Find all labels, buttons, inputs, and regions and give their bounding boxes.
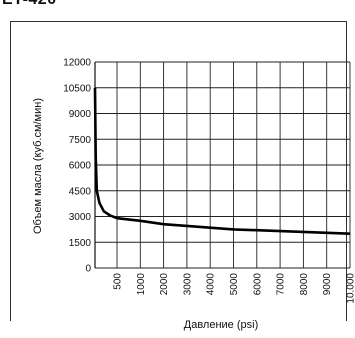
series-line	[93, 87, 351, 235]
x-tick-label: 8000	[299, 273, 310, 296]
x-tick-label: 4000	[206, 273, 217, 296]
x-tick-label: 9000	[322, 273, 333, 296]
x-tick-label: 500	[113, 273, 124, 290]
x-tick-label: 7000	[276, 273, 287, 296]
x-tick-label: 3000	[182, 273, 193, 296]
tick-labels: 0 1500 3000 4500 6000 7500 9000 10500 12000 500 10…	[63, 58, 355, 304]
y-tick-label: 4500	[69, 186, 92, 197]
y-tick-label: 7500	[69, 135, 92, 146]
x-tick-label: 2000	[159, 273, 170, 296]
x-tick-label: 5000	[229, 273, 240, 296]
grid	[94, 61, 351, 269]
y-tick-label: 0	[85, 264, 91, 275]
y-tick-label: 10500	[63, 83, 91, 94]
x-tick-label: 1000	[136, 273, 147, 296]
y-tick-label: 3000	[69, 212, 92, 223]
y-tick-label: 12000	[63, 58, 91, 69]
header-label: ET-420	[2, 0, 57, 9]
chart-frame	[10, 21, 347, 321]
y-tick-label: 1500	[69, 238, 92, 249]
y-tick-label: 9000	[69, 109, 92, 120]
x-tick-label: 6000	[252, 273, 263, 296]
x-axis-label: Давление (psi)	[184, 319, 258, 331]
x-tick-label: 10.000	[346, 273, 355, 304]
y-tick-label: 6000	[69, 161, 92, 172]
y-axis-label: Объем масла (куб.см/мин)	[32, 98, 44, 234]
series-layer	[93, 87, 351, 235]
